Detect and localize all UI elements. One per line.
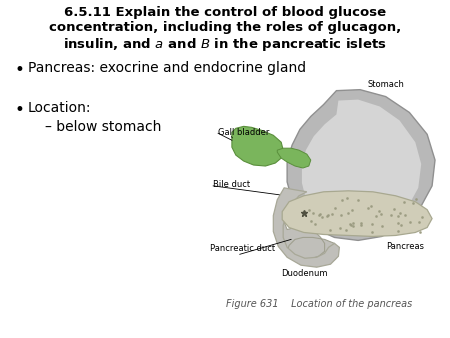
Polygon shape: [273, 188, 339, 267]
Text: insulin, and $\it{a}$ and $\it{B}$ in the pancreatic islets: insulin, and $\it{a}$ and $\it{B}$ in th…: [63, 36, 387, 53]
Text: concentration, including the roles of glucagon,: concentration, including the roles of gl…: [49, 21, 401, 34]
Text: Bile duct: Bile duct: [213, 180, 250, 189]
Text: Gall bladder: Gall bladder: [218, 128, 270, 137]
Polygon shape: [302, 100, 421, 231]
Text: Duodenum: Duodenum: [281, 269, 327, 278]
Text: 6.5.11 Explain the control of blood glucose: 6.5.11 Explain the control of blood gluc…: [64, 6, 386, 19]
Text: Pancreatic duct: Pancreatic duct: [210, 244, 275, 254]
Text: Location:: Location:: [28, 101, 91, 115]
Text: Figure 631    Location of the pancreas: Figure 631 Location of the pancreas: [225, 299, 412, 309]
Polygon shape: [275, 190, 338, 265]
Polygon shape: [287, 90, 435, 240]
Text: •: •: [15, 101, 25, 119]
Text: Pancreas: exocrine and endocrine gland: Pancreas: exocrine and endocrine gland: [28, 61, 306, 75]
Text: •: •: [15, 61, 25, 79]
Text: Pancreas: Pancreas: [387, 242, 424, 251]
Polygon shape: [232, 126, 283, 166]
Polygon shape: [282, 191, 432, 237]
Text: – below stomach: – below stomach: [45, 120, 161, 135]
Text: Stomach: Stomach: [367, 80, 404, 89]
Polygon shape: [277, 148, 311, 168]
